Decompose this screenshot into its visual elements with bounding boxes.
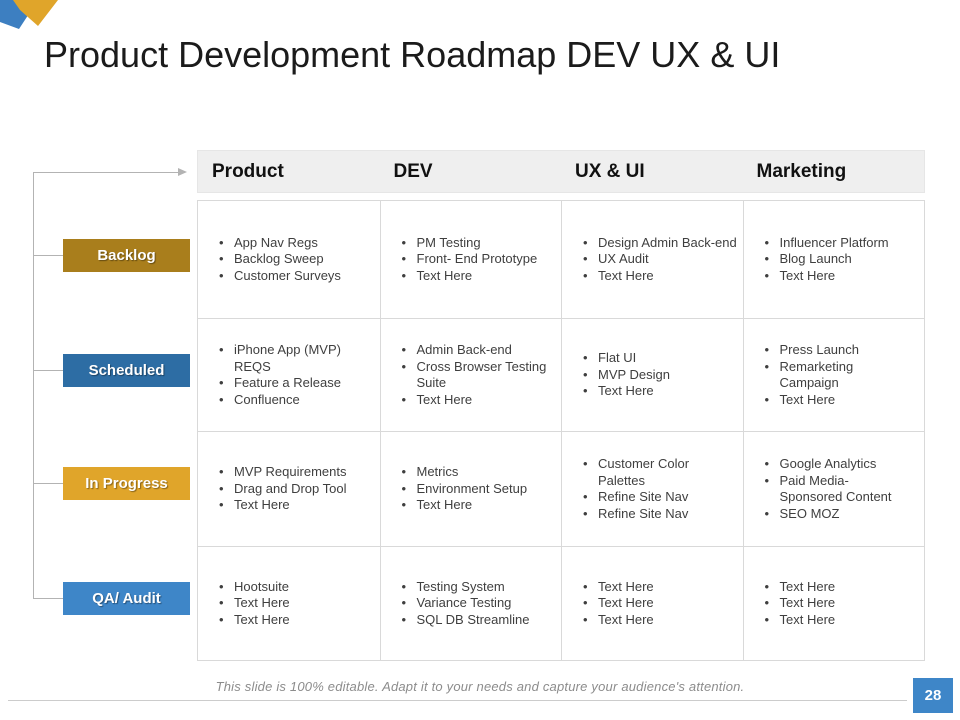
cell-qa-audit-ux-ui[interactable]: Text Here Text Here Text Here (561, 546, 743, 660)
footer-divider (8, 700, 907, 701)
column-header-marketing: Marketing (756, 160, 847, 182)
bullet-item: SQL DB Streamline (381, 612, 559, 629)
connector-stub-backlog (33, 255, 63, 256)
bullet-item: Paid Media- Sponsored Content (744, 473, 922, 506)
bullet-item: Hootsuite (198, 579, 377, 596)
bullet-item: Flat UI (562, 350, 740, 367)
cell-in-progress-marketing[interactable]: Google Analytics Paid Media- Sponsored C… (742, 431, 924, 546)
bullet-item: Text Here (744, 612, 922, 629)
connector-vertical-line (33, 172, 34, 598)
bullet-item: Text Here (744, 595, 922, 612)
cell-scheduled-product[interactable]: iPhone App (MVP) REQS Feature a Release … (198, 318, 380, 431)
bullet-item: MVP Design (562, 367, 740, 384)
bullet-item: Text Here (562, 268, 740, 285)
bullet-item: Feature a Release (198, 375, 377, 392)
connector-stub-in-progress (33, 483, 63, 484)
bullet-item: Text Here (744, 268, 922, 285)
bullet-item: Text Here (744, 392, 922, 409)
bullet-item: Environment Setup (381, 481, 559, 498)
stage-label-backlog[interactable]: Backlog (63, 239, 190, 272)
stage-label-qa-audit[interactable]: QA/ Audit (63, 582, 190, 615)
bullet-item: Text Here (381, 392, 559, 409)
connector-stub-scheduled (33, 370, 63, 371)
cell-qa-audit-product[interactable]: Hootsuite Text Here Text Here (198, 546, 380, 660)
page-number-badge[interactable]: 28 (913, 678, 953, 713)
connector-stub-qa-audit (33, 598, 63, 599)
cell-qa-audit-marketing[interactable]: Text Here Text Here Text Here (742, 546, 924, 660)
bullet-item: iPhone App (MVP) REQS (198, 342, 377, 375)
bullet-item: Text Here (562, 595, 740, 612)
cell-backlog-dev[interactable]: PM Testing Front- End Prototype Text Her… (379, 201, 562, 318)
cell-scheduled-ux-ui[interactable]: Flat UI MVP Design Text Here (561, 318, 743, 431)
bullet-item: Text Here (198, 497, 377, 514)
bullet-item: Text Here (562, 579, 740, 596)
bullet-item: Design Admin Back-end (562, 235, 740, 252)
cell-backlog-marketing[interactable]: Influencer Platform Blog Launch Text Her… (742, 201, 925, 318)
bullet-item: Admin Back-end (381, 342, 559, 359)
bullet-item: MVP Requirements (198, 464, 377, 481)
bullet-item: Drag and Drop Tool (198, 481, 377, 498)
bullet-item: Testing System (381, 579, 559, 596)
bullet-item: Customer Surveys (198, 268, 377, 285)
connector-top-line (33, 172, 179, 173)
bullet-item: Cross Browser Testing Suite (381, 359, 559, 392)
bullet-item: App Nav Regs (198, 235, 377, 252)
cell-qa-audit-dev[interactable]: Testing System Variance Testing SQL DB S… (379, 546, 561, 660)
cell-backlog-ux-ui[interactable]: Design Admin Back-end UX Audit Text Here (561, 201, 743, 318)
editable-note[interactable]: This slide is 100% editable. Adapt it to… (215, 679, 745, 694)
bullet-item: UX Audit (562, 251, 740, 268)
cell-in-progress-dev[interactable]: Metrics Environment Setup Text Here (379, 431, 561, 546)
bullet-item: Press Launch (744, 342, 922, 359)
bullet-item: Confluence (198, 392, 377, 409)
bullet-item: Backlog Sweep (198, 251, 377, 268)
bullet-item: Customer Color Palettes (562, 456, 740, 489)
column-header-ux-ui: UX & UI (575, 160, 645, 182)
cell-in-progress-product[interactable]: MVP Requirements Drag and Drop Tool Text… (198, 431, 380, 546)
bullet-item: Remarketing Campaign (744, 359, 922, 392)
corner-ribbon-decoration (0, 0, 58, 29)
bullet-item: Text Here (744, 579, 922, 596)
connector-arrow-icon (178, 168, 187, 176)
bullet-item: Blog Launch (744, 251, 922, 268)
bullet-item: Text Here (198, 612, 377, 629)
stage-label-scheduled[interactable]: Scheduled (63, 354, 190, 387)
slide-title[interactable]: Product Development Roadmap DEV UX & UI (44, 34, 781, 75)
column-header-dev: DEV (393, 160, 433, 182)
bullet-item: Text Here (198, 595, 377, 612)
table-header-row: Product DEV UX & UI Marketing (197, 150, 925, 193)
bullet-item: Refine Site Nav (562, 489, 740, 506)
bullet-item: Metrics (381, 464, 559, 481)
stage-label-in-progress[interactable]: In Progress (63, 467, 190, 500)
column-header-product: Product (212, 160, 284, 182)
bullet-item: Text Here (562, 612, 740, 629)
bullet-item: Front- End Prototype (381, 251, 559, 268)
bullet-item: Text Here (381, 268, 559, 285)
cell-scheduled-marketing[interactable]: Press Launch Remarketing Campaign Text H… (742, 318, 924, 431)
bullet-item: Influencer Platform (744, 235, 922, 252)
bullet-item: SEO MOZ (744, 506, 922, 523)
bullet-item: Text Here (562, 383, 740, 400)
bullet-item: Google Analytics (744, 456, 922, 473)
roadmap-table-body: App Nav Regs Backlog Sweep Customer Surv… (197, 200, 925, 661)
cell-scheduled-dev[interactable]: Admin Back-end Cross Browser Testing Sui… (379, 318, 561, 431)
bullet-item: Text Here (381, 497, 559, 514)
bullet-item: PM Testing (381, 235, 559, 252)
cell-in-progress-ux-ui[interactable]: Customer Color Palettes Refine Site Nav … (561, 431, 743, 546)
cell-backlog-product[interactable]: App Nav Regs Backlog Sweep Customer Surv… (198, 201, 380, 318)
bullet-item: Variance Testing (381, 595, 559, 612)
bullet-item: Refine Site Nav (562, 506, 740, 523)
